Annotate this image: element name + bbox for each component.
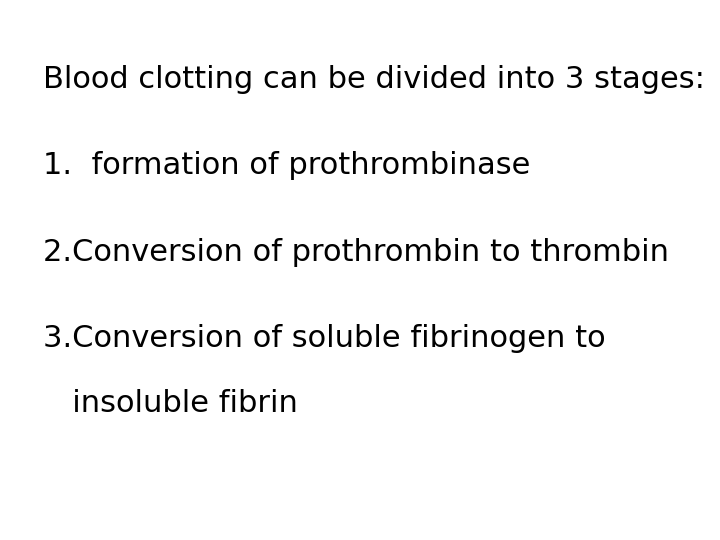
Text: 2.Conversion of prothrombin to thrombin: 2.Conversion of prothrombin to thrombin xyxy=(43,238,669,267)
Text: 3.Conversion of soluble fibrinogen to: 3.Conversion of soluble fibrinogen to xyxy=(43,324,606,353)
Text: insoluble fibrin: insoluble fibrin xyxy=(43,389,298,418)
Text: Blood clotting can be divided into 3 stages:: Blood clotting can be divided into 3 sta… xyxy=(43,65,705,94)
Text: 1.  formation of prothrombinase: 1. formation of prothrombinase xyxy=(43,151,531,180)
